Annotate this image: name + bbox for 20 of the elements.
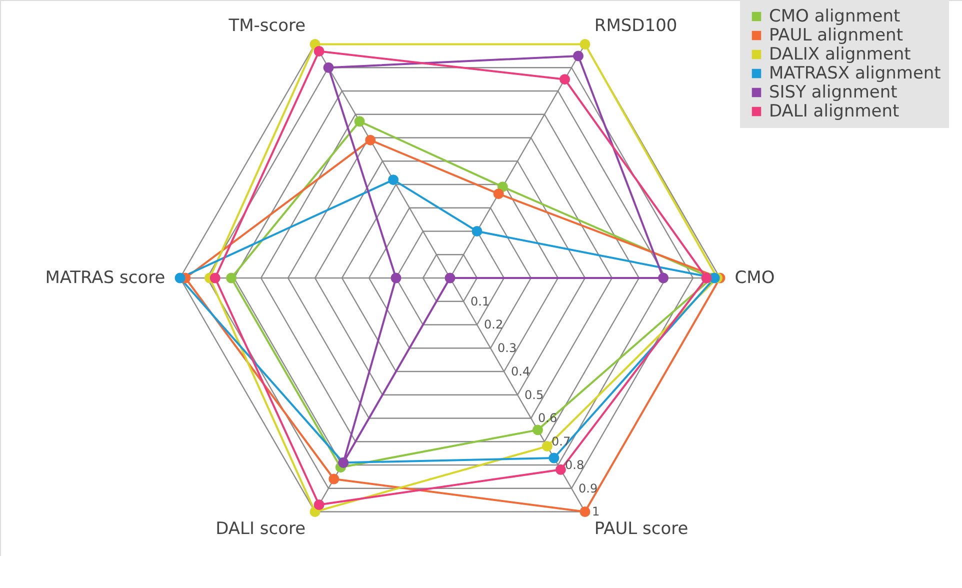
legend-label: MATRASX alignment	[769, 64, 942, 84]
legend-label: PAUL alignment	[769, 26, 904, 46]
spoke-label: TM-score	[228, 16, 306, 36]
spoke-label: CMO	[734, 268, 775, 288]
y-tick-label: 0.1	[470, 294, 490, 308]
y-tick-label: 0.3	[498, 341, 517, 356]
y-tick-label: 0.4	[511, 364, 530, 378]
spoke-label: MATRAS score	[45, 268, 166, 288]
legend-label: DALIX alignment	[769, 44, 912, 64]
legend-label: DALI alignment	[769, 102, 900, 122]
y-tick-label: 0.2	[484, 318, 504, 332]
legend-label: CMO alignment	[769, 6, 901, 26]
y-tick-label: 1	[592, 504, 600, 519]
y-tick-label: 0.5	[524, 388, 544, 402]
y-tick-label: 0.9	[578, 481, 598, 496]
spoke-label: PAUL score	[594, 519, 688, 540]
spoke-label: DALI score	[216, 519, 306, 540]
y-tick-label: 0.8	[565, 458, 584, 472]
legend-label: SISY alignment	[769, 82, 898, 102]
spoke-label: RMSD100	[594, 16, 678, 36]
